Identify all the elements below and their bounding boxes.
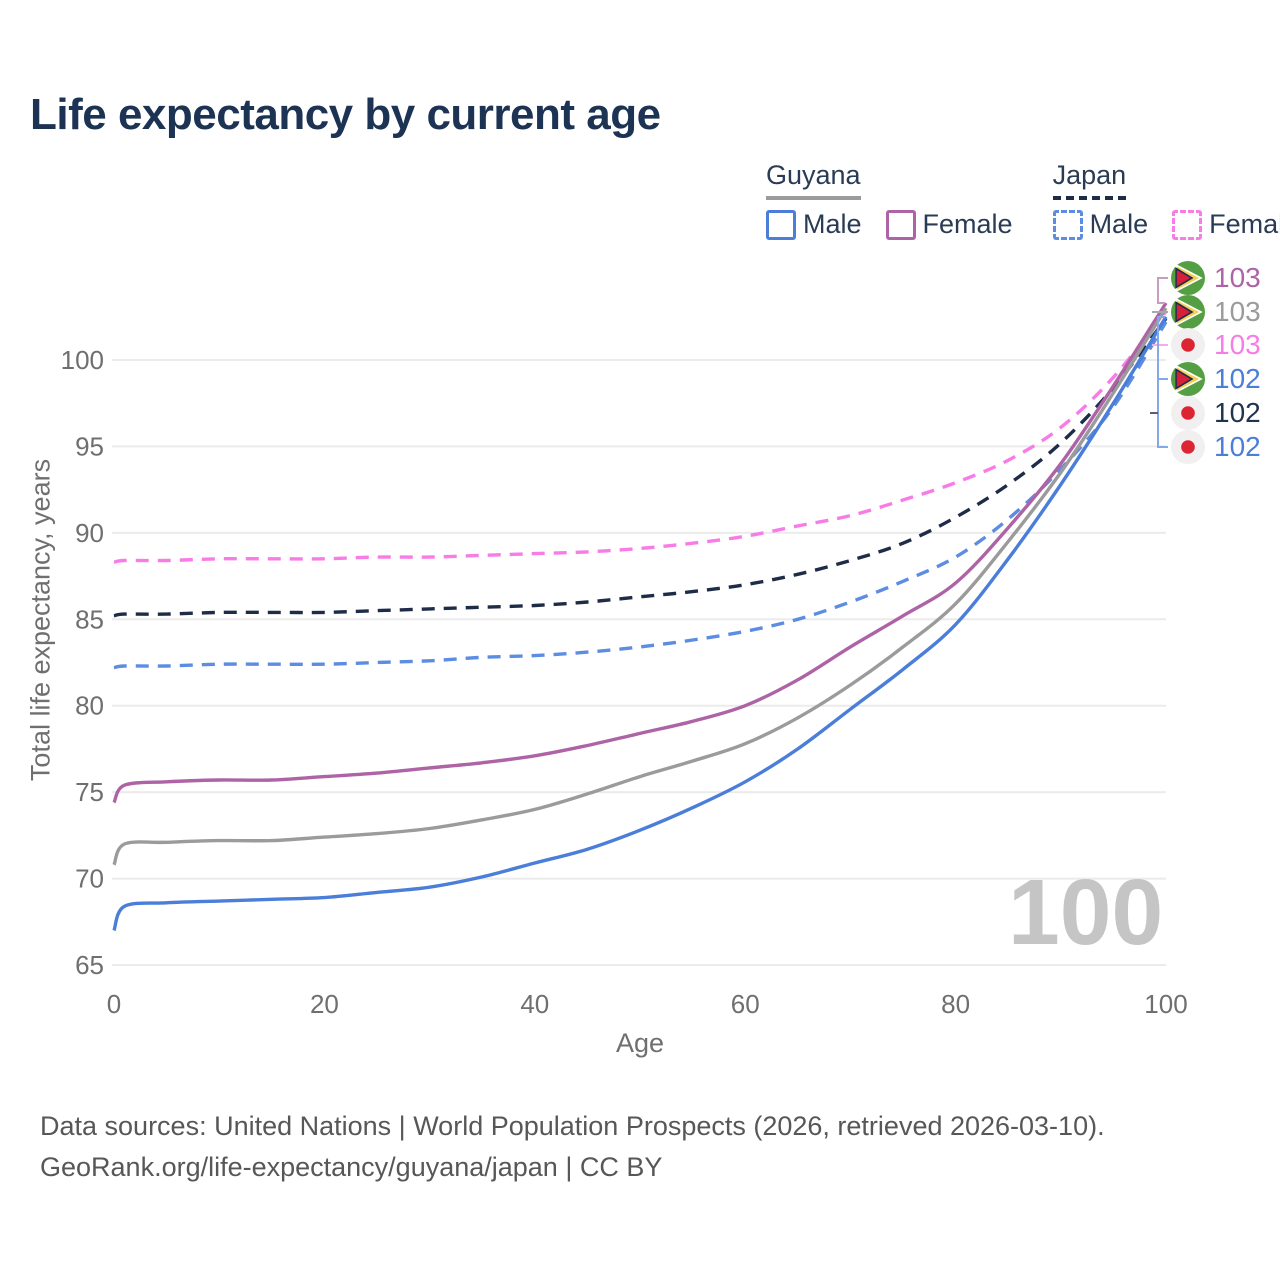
- legend-item-label: Male: [1089, 209, 1149, 239]
- footer: Data sources: United Nations | World Pop…: [40, 1106, 1105, 1188]
- legend-item-guyana-female[interactable]: Female: [885, 209, 1013, 240]
- series-guyana-male: [112, 315, 1168, 932]
- legend-item-label: Female: [1209, 209, 1280, 239]
- end-label-connector-0: [1157, 277, 1168, 304]
- japan-female-swatch-icon: [1172, 209, 1203, 240]
- y-tick-80: 80: [75, 691, 104, 721]
- y-tick-70: 70: [75, 864, 104, 894]
- y-axis-title: Total life expectancy, years: [25, 458, 56, 782]
- y-tick-85: 85: [75, 604, 104, 634]
- legend-item-japan-female[interactable]: Female: [1172, 209, 1280, 240]
- series-japan-male: [113, 321, 1168, 670]
- guyana-male-swatch-icon: [766, 209, 796, 240]
- y-tick-90: 90: [75, 518, 104, 548]
- end-label-connector-3: [1157, 316, 1168, 448]
- x-tick-40: 40: [520, 989, 549, 1019]
- x-tick-0: 0: [107, 989, 121, 1019]
- hovered-age-indicator: 100: [1008, 860, 1164, 964]
- legend-country-guyana[interactable]: Guyana: [766, 160, 861, 200]
- legend-country-japan[interactable]: Japan: [1052, 160, 1127, 200]
- legend-item-label: Male: [803, 209, 862, 239]
- x-tick-80: 80: [941, 989, 970, 1019]
- x-tick-60: 60: [731, 989, 760, 1019]
- legend-item-japan-male[interactable]: Male: [1052, 209, 1149, 240]
- legend-group-guyana: Guyana Male Female: [766, 160, 1013, 240]
- page-title: Life expectancy by current age: [30, 90, 661, 139]
- x-tick-20: 20: [310, 989, 339, 1019]
- legend: Guyana Male Female Japan Male: [766, 160, 1280, 240]
- footer-attribution: GeoRank.org/life-expectancy/guyana/japan…: [40, 1152, 663, 1182]
- x-tick-100: 100: [1144, 989, 1187, 1019]
- y-tick-95: 95: [75, 431, 104, 461]
- y-tick-65: 65: [75, 950, 104, 980]
- legend-item-label: Female: [922, 209, 1013, 239]
- x-axis-title: Age: [615, 1028, 665, 1058]
- footer-data-sources: Data sources: United Nations | World Pop…: [40, 1111, 1105, 1141]
- legend-item-guyana-male[interactable]: Male: [766, 209, 862, 240]
- y-tick-75: 75: [75, 777, 104, 807]
- legend-group-japan: Japan Male Female: [1052, 160, 1280, 240]
- series-japan: [113, 317, 1168, 618]
- series-guyana: [112, 307, 1168, 866]
- y-tick-100: 100: [61, 345, 104, 375]
- series-japan-female: [113, 310, 1168, 564]
- japan-male-swatch-icon: [1052, 209, 1083, 240]
- guyana-female-swatch-icon: [885, 209, 916, 240]
- series-guyana-female: [112, 302, 1168, 804]
